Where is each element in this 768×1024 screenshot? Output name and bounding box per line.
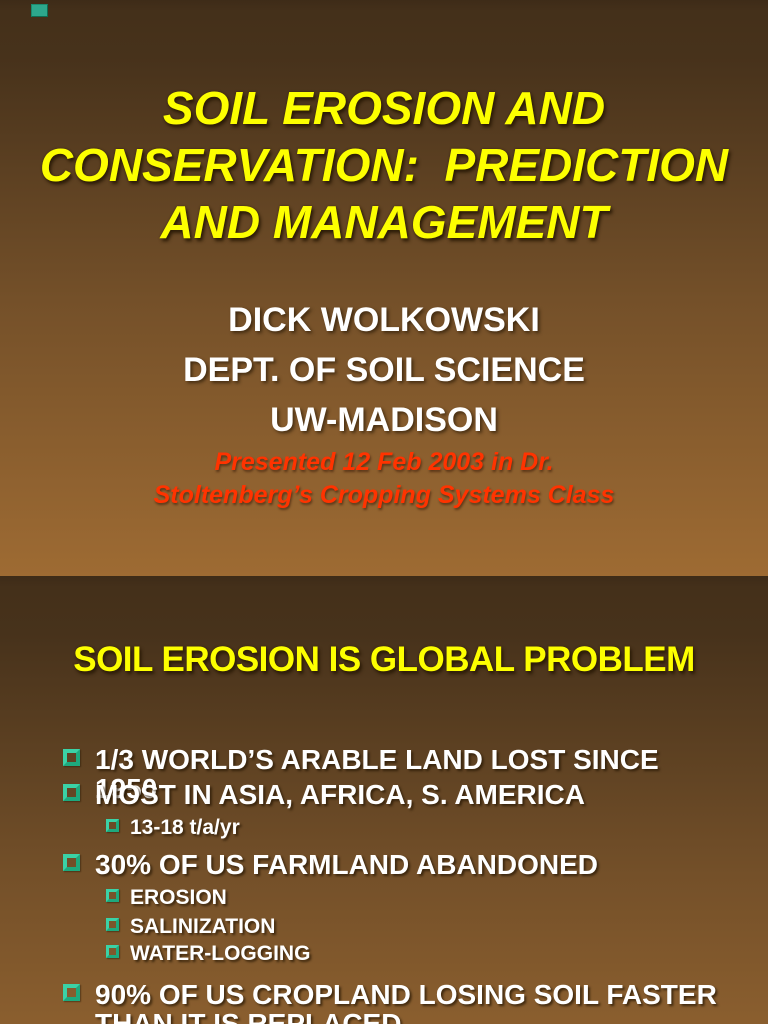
bullet-text: 1/3 WORLD’S ARABLE LAND LOST SINCE 1950 [95, 744, 667, 804]
bullet-text: 13-18 t/a/yr [130, 816, 240, 839]
bullet-row: 90% OF US CROPLAND LOSING SOIL FASTER TH… [63, 980, 723, 1024]
author-name: DICK WOLKOWSKI [228, 301, 540, 339]
bullet-text: SALINIZATION [130, 915, 276, 938]
title-line: CONSERVATION: PREDICTION [39, 139, 729, 191]
presentation-note-line: Stoltenberg’s Cropping Systems Class [153, 481, 615, 509]
title-line: SOIL EROSION AND [162, 82, 606, 134]
square-bullet-icon [63, 854, 80, 871]
square-bullet-icon [63, 784, 80, 801]
sub-bullet-row: 13-18 t/a/yr [106, 816, 726, 839]
bullet-text: 90% OF US CROPLAND LOSING SOIL FASTER [95, 979, 717, 1010]
stray-square-bullet-icon [31, 4, 48, 17]
author-institution: UW-MADISON [270, 401, 498, 439]
author-department: DEPT. OF SOIL SCIENCE [183, 351, 585, 389]
square-bullet-icon [63, 984, 80, 1001]
square-bullet-icon [106, 945, 119, 958]
bullet-text: THAN IT IS REPLACED [95, 1008, 402, 1024]
bullet-text: EROSION [130, 886, 227, 909]
sub-bullet-row: EROSION [106, 886, 726, 909]
slide-title: SOIL EROSION IS GLOBAL PROBLEM [73, 640, 695, 679]
bullet-text: MOST IN ASIA, AFRICA, S. AMERICA [95, 779, 585, 810]
square-bullet-icon [106, 918, 119, 931]
bullet-row: 30% OF US FARMLAND ABANDONED [63, 850, 723, 879]
bullet-text: 30% OF US FARMLAND ABANDONED [95, 849, 598, 880]
author-block: DICK WOLKOWSKI DEPT. OF SOIL SCIENCE UW-… [0, 295, 768, 445]
square-bullet-icon [106, 819, 119, 832]
presentation-note-line: Presented 12 Feb 2003 in Dr. [214, 448, 554, 476]
presentation-title: SOIL EROSION AND CONSERVATION: PREDICTIO… [0, 80, 768, 251]
bullet-row: MOST IN ASIA, AFRICA, S. AMERICA [63, 780, 723, 809]
square-bullet-icon [63, 749, 80, 766]
sub-bullet-row: SALINIZATION [106, 915, 726, 938]
slide-2-global-problem: SOIL EROSION IS GLOBAL PROBLEM 1/3 WORLD… [0, 576, 768, 1024]
presentation-note: Presented 12 Feb 2003 in Dr. Stoltenberg… [0, 446, 768, 512]
sub-bullet-row: WATER-LOGGING [106, 942, 726, 965]
bullet-row: 1/3 WORLD’S ARABLE LAND LOST SINCE 1950 [63, 745, 723, 803]
square-bullet-icon [106, 889, 119, 902]
title-line: AND MANAGEMENT [160, 196, 608, 248]
bullet-text: WATER-LOGGING [130, 942, 311, 965]
slide-1-title-slide: SOIL EROSION AND CONSERVATION: PREDICTIO… [0, 0, 768, 576]
